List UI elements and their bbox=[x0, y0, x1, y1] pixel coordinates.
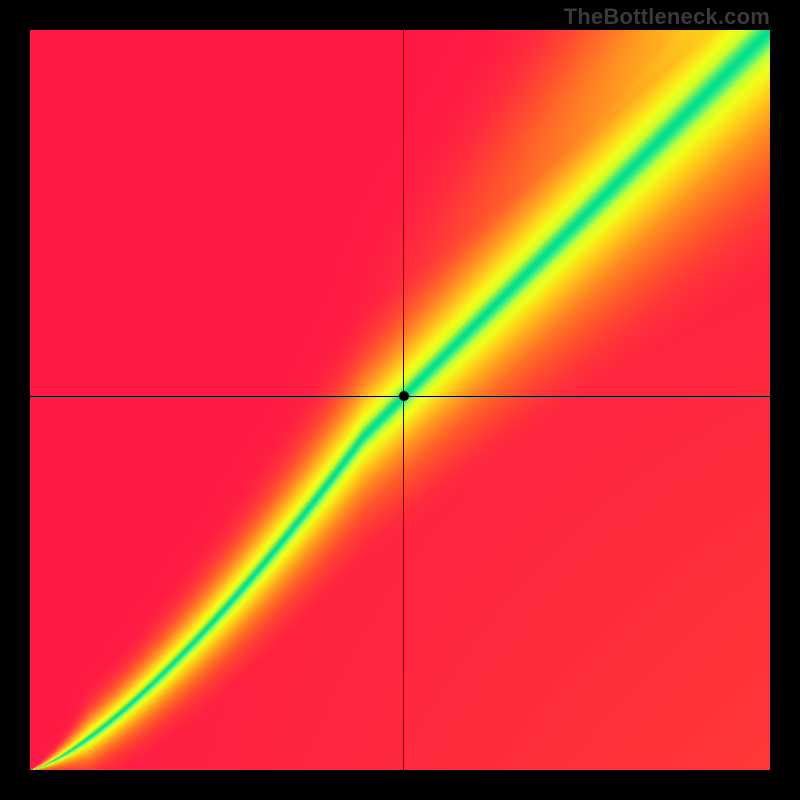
chart-frame: TheBottleneck.com bbox=[0, 0, 800, 800]
watermark-text: TheBottleneck.com bbox=[564, 4, 770, 30]
plot-area bbox=[30, 30, 770, 770]
crosshair-marker bbox=[399, 391, 409, 401]
